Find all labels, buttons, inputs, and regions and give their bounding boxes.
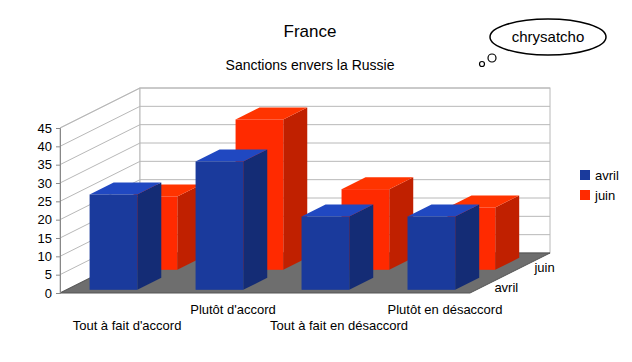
- annotation-cloud: chrysatcho: [480, 19, 607, 67]
- y-tick-mark: [56, 128, 60, 129]
- bar: [196, 161, 244, 289]
- y-tick-label: 30: [38, 176, 52, 191]
- bar-top: [408, 204, 480, 216]
- y-tick-label: 45: [38, 121, 52, 136]
- legend: avril juin: [580, 168, 619, 203]
- y-tick: 5: [45, 267, 60, 282]
- y-tick: 30: [38, 176, 60, 191]
- legend-swatch: [580, 170, 590, 180]
- x-tick: Tout à fait en désaccord: [270, 318, 408, 333]
- x-tick: Tout à fait d'accord: [73, 318, 182, 333]
- y-tick: 40: [38, 139, 60, 154]
- cloud-shape: [490, 19, 606, 55]
- bar-side: [243, 149, 267, 289]
- bar-side: [137, 182, 161, 289]
- y-tick: 25: [38, 194, 60, 209]
- bar: [408, 216, 456, 289]
- y-tick: 15: [38, 231, 60, 246]
- y-tick-label: 20: [38, 212, 52, 227]
- plot-box: [60, 88, 550, 293]
- y-tick: 45: [38, 121, 60, 136]
- x-tick-label: Tout à fait d'accord: [73, 318, 182, 333]
- depth-label: juin: [533, 260, 554, 275]
- y-tick-label: 25: [38, 194, 52, 209]
- x-tick: Plutôt en désaccord: [388, 302, 503, 317]
- x-tick-label: Plutôt en désaccord: [388, 302, 503, 317]
- bar-side: [455, 204, 479, 289]
- x-tick-label: Tout à fait en désaccord: [270, 318, 408, 333]
- legend-label: avril: [595, 168, 619, 183]
- y-tick: 10: [38, 249, 60, 264]
- bar-top: [90, 182, 162, 194]
- legend-swatch: [580, 190, 590, 200]
- y-tick-mark: [56, 293, 60, 294]
- bar-top: [236, 107, 308, 119]
- x-tick: Plutôt d'accord: [190, 302, 276, 317]
- x-tick-label: Plutôt d'accord: [190, 302, 276, 317]
- y-tick-mark: [56, 256, 60, 257]
- y-tick: 20: [38, 212, 60, 227]
- subtitle: Sanctions envers la Russie: [226, 57, 395, 73]
- y-tick-label: 5: [45, 267, 52, 282]
- y-tick: 0: [45, 286, 60, 301]
- bar-top: [196, 149, 268, 161]
- y-axis: 0 5 10 15 20 25 30 35 40 45: [38, 121, 61, 301]
- y-tick-mark: [56, 220, 60, 221]
- bar-top: [342, 177, 414, 189]
- bar: [302, 216, 350, 289]
- y-tick: 35: [38, 157, 60, 172]
- bar-side: [349, 204, 373, 289]
- bar-3d: [196, 149, 268, 289]
- annotation: chrysatcho: [512, 28, 585, 45]
- bar-3d: [90, 182, 162, 289]
- y-axis-line: [56, 129, 61, 294]
- y-tick-label: 35: [38, 157, 52, 172]
- x-axis: Tout à fait d'accord Plutôt d'accordTout …: [73, 302, 503, 333]
- cloud-bubble: [480, 62, 485, 67]
- bar-3d: [302, 204, 374, 289]
- bars: [90, 107, 520, 289]
- y-tick-mark: [56, 201, 60, 202]
- y-tick-mark: [56, 275, 60, 276]
- y-tick-mark: [56, 165, 60, 166]
- title: France: [284, 22, 337, 41]
- y-tick-label: 10: [38, 249, 52, 264]
- bar-3d: [408, 204, 480, 289]
- y-tick-mark: [56, 146, 60, 147]
- chart: 0 5 10 15 20 25 30 35 40 45 Tout à fait d'accord Pl…: [0, 0, 632, 362]
- bar-side: [495, 195, 519, 269]
- y-tick-label: 40: [38, 139, 52, 154]
- bar: [90, 194, 138, 289]
- y-tick-mark: [56, 183, 60, 184]
- cloud-bubble: [488, 54, 496, 62]
- bar-top: [302, 204, 374, 216]
- y-tick-label: 15: [38, 231, 52, 246]
- y-tick-label: 0: [45, 286, 52, 301]
- depth-label: avril: [494, 280, 518, 295]
- y-tick-mark: [56, 238, 60, 239]
- legend-label: juin: [594, 188, 615, 203]
